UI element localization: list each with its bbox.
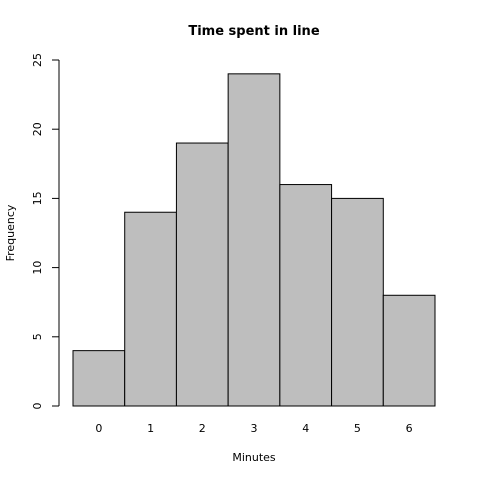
x-tick-label: 2 — [199, 422, 206, 435]
x-tick-label: 5 — [354, 422, 361, 435]
bar — [227, 73, 281, 407]
y-tick-label: 15 — [31, 191, 44, 205]
chart-title: Time spent in line — [188, 24, 319, 39]
y-tick-label: 0 — [31, 403, 44, 410]
y-tick-label: 5 — [31, 333, 44, 340]
x-tick-label: 3 — [251, 422, 258, 435]
bar — [72, 350, 126, 407]
bar — [175, 142, 229, 407]
bar — [279, 184, 333, 407]
y-axis-label: Frequency — [4, 204, 17, 261]
x-tick-label: 6 — [406, 422, 413, 435]
y-tick-label: 25 — [31, 53, 44, 67]
x-tick-label: 1 — [147, 422, 154, 435]
x-tick-label: 4 — [302, 422, 309, 435]
bar — [382, 294, 436, 407]
bar — [124, 211, 177, 407]
y-tick-label: 10 — [31, 261, 44, 275]
x-tick-label: 0 — [95, 422, 102, 435]
x-axis-label: Minutes — [232, 451, 276, 464]
bar — [331, 197, 384, 407]
y-tick-label: 20 — [31, 122, 44, 136]
